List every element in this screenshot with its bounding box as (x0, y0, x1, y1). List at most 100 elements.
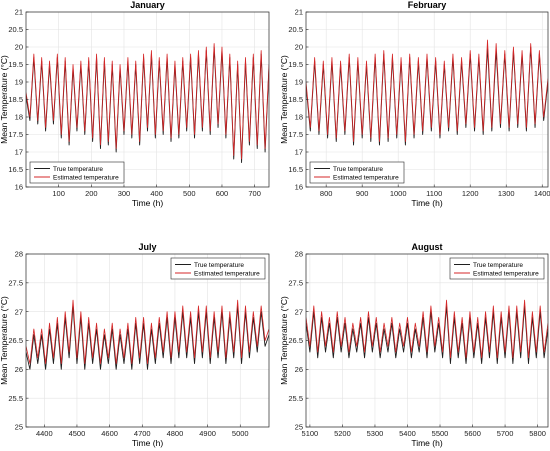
legend-entry: True temperature (473, 262, 523, 269)
x-tick-label: 5400 (399, 429, 416, 438)
x-tick-label: 500 (183, 189, 196, 198)
legend-entry: True temperature (333, 166, 383, 173)
series-group (306, 299, 548, 365)
x-tick-label: 5100 (302, 429, 319, 438)
legend-entry: Estimated temperature (194, 270, 260, 277)
y-tick-label: 19.5 (8, 60, 23, 69)
legend-box (170, 257, 266, 280)
y-tick-label: 26.5 (8, 336, 23, 345)
legend-box (29, 161, 125, 184)
x-axis-label: Time (h) (132, 198, 163, 208)
y-tick-label: 27 (15, 307, 23, 316)
y-tick-label: 17.5 (8, 130, 23, 139)
y-tick-label: 25 (295, 423, 303, 432)
chart-title: January (130, 0, 165, 10)
y-tick-label: 19 (295, 78, 303, 87)
series-line-estimated-temperature (26, 43, 269, 160)
x-tick-label: 5300 (367, 429, 384, 438)
x-tick-label: 5800 (529, 429, 546, 438)
y-tick-label: 25 (15, 423, 23, 432)
y-axis-label: Mean Temperature (°C) (0, 296, 9, 385)
y-tick-label: 21 (15, 8, 23, 17)
x-tick-label: 5600 (464, 429, 481, 438)
chart-panel-august: 5100 5200 5300 5400 5500 5600 5700 5800 25 25.5 26… (279, 242, 549, 448)
y-axis-label: Mean Temperature (°C) (279, 55, 289, 144)
y-tick-label: 20.5 (8, 25, 23, 34)
series-line-estimated-temperature (26, 299, 269, 364)
series-line-estimated-temperature (306, 39, 548, 142)
x-axis-label: Time (h) (411, 198, 442, 208)
y-tick-label: 17 (15, 148, 23, 157)
y-tick-label: 25.5 (8, 394, 23, 403)
x-tick-label: 1300 (498, 189, 515, 198)
y-tick-label: 27 (295, 307, 303, 316)
x-tick-label: 4400 (36, 429, 53, 438)
y-tick-label: 18 (15, 113, 23, 122)
y-tick-label: 17 (295, 148, 303, 157)
y-tick-label: 28 (295, 250, 303, 259)
x-tick-label: 1200 (462, 189, 479, 198)
x-tick-label: 700 (248, 189, 261, 198)
chart-title: August (412, 242, 443, 252)
y-tick-label: 16 (295, 183, 303, 192)
y-tick-label: 16.5 (8, 165, 23, 174)
x-tick-label: 5000 (232, 429, 249, 438)
x-tick-label: 5700 (497, 429, 514, 438)
y-tick-label: 16.5 (288, 165, 303, 174)
legend-entry: Estimated temperature (333, 174, 399, 181)
y-tick-label: 25.5 (288, 394, 303, 403)
legend-entry: Estimated temperature (473, 270, 539, 277)
x-tick-label: 4900 (199, 429, 216, 438)
x-tick-label: 5500 (432, 429, 449, 438)
x-tick-label: 600 (216, 189, 229, 198)
y-tick-label: 19.5 (288, 60, 303, 69)
y-tick-label: 27.5 (8, 278, 23, 287)
chart-panel-july: 4400 4500 4600 4700 4800 4900 5000 25 25.5 26 26.5… (0, 242, 270, 448)
x-tick-label: 1100 (426, 189, 442, 198)
series-line-estimated-temperature (306, 299, 548, 359)
y-axis-label: Mean Temperature (°C) (279, 296, 289, 385)
y-axis-label: Mean Temperature (°C) (0, 55, 9, 144)
chart-title: February (408, 0, 447, 10)
y-tick-label: 20.5 (288, 25, 303, 34)
y-tick-label: 26 (15, 365, 23, 374)
x-tick-label: 1000 (390, 189, 407, 198)
series-line-true-temperature (26, 305, 269, 370)
series-group (26, 299, 269, 370)
y-tick-label: 19 (15, 78, 23, 87)
y-tick-label: 18.5 (8, 95, 23, 104)
y-tick-label: 28 (15, 250, 23, 259)
y-tick-label: 20 (295, 43, 303, 52)
x-tick-label: 200 (85, 189, 98, 198)
y-tick-label: 16 (15, 183, 23, 192)
series-group (306, 39, 548, 146)
y-tick-label: 26.5 (288, 336, 303, 345)
legend-box (449, 257, 545, 280)
x-tick-label: 100 (52, 189, 65, 198)
x-tick-label: 4600 (101, 429, 118, 438)
chart-title: July (138, 242, 156, 252)
y-tick-label: 18 (295, 113, 303, 122)
y-tick-label: 20 (15, 43, 23, 52)
y-tick-label: 18.5 (288, 95, 303, 104)
x-tick-label: 1400 (534, 189, 550, 198)
series-line-true-temperature (306, 305, 548, 365)
y-tick-label: 26 (295, 365, 303, 374)
y-tick-label: 17.5 (288, 130, 303, 139)
series-group (26, 43, 269, 163)
chart-panel-february: 800 900 1000 1100 1200 1300 1400 16 16.5 17 17.5 18… (279, 0, 550, 208)
legend-entry: True temperature (53, 166, 103, 173)
chart-panel-january: 100 200 300 400 500 600 700 16 16.5 17 17.5 18 18.5 1… (0, 0, 270, 208)
y-tick-label: 21 (295, 8, 303, 17)
x-tick-label: 4500 (69, 429, 86, 438)
legend-entry: True temperature (194, 262, 244, 269)
y-tick-label: 27.5 (288, 278, 303, 287)
x-tick-label: 300 (118, 189, 131, 198)
x-tick-label: 4800 (167, 429, 184, 438)
x-tick-label: 900 (356, 189, 369, 198)
